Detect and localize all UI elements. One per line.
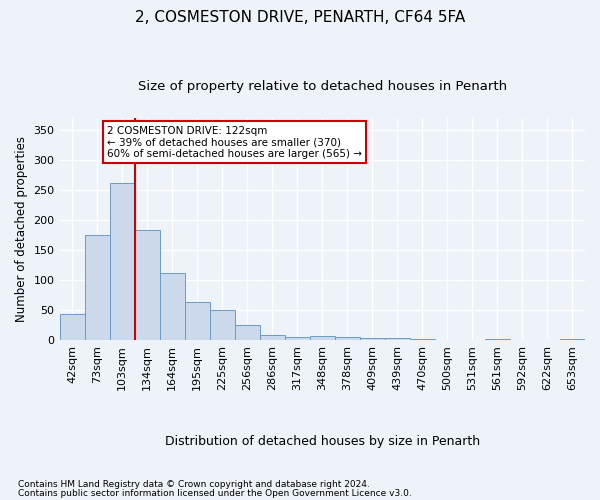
Bar: [385, 338, 410, 340]
Bar: [85, 235, 110, 340]
Bar: [260, 336, 285, 340]
Bar: [485, 339, 510, 340]
Bar: [209, 310, 235, 340]
Text: Contains HM Land Registry data © Crown copyright and database right 2024.: Contains HM Land Registry data © Crown c…: [18, 480, 370, 489]
Bar: [560, 339, 585, 340]
Text: 2, COSMESTON DRIVE, PENARTH, CF64 5FA: 2, COSMESTON DRIVE, PENARTH, CF64 5FA: [135, 10, 465, 25]
Bar: [410, 339, 435, 340]
X-axis label: Distribution of detached houses by size in Penarth: Distribution of detached houses by size …: [165, 434, 480, 448]
Bar: [360, 338, 385, 340]
Title: Size of property relative to detached houses in Penarth: Size of property relative to detached ho…: [138, 80, 507, 93]
Bar: [235, 325, 260, 340]
Text: Contains public sector information licensed under the Open Government Licence v3: Contains public sector information licen…: [18, 488, 412, 498]
Y-axis label: Number of detached properties: Number of detached properties: [15, 136, 28, 322]
Text: 2 COSMESTON DRIVE: 122sqm
← 39% of detached houses are smaller (370)
60% of semi: 2 COSMESTON DRIVE: 122sqm ← 39% of detac…: [107, 126, 362, 159]
Bar: [160, 273, 185, 340]
Bar: [285, 336, 310, 340]
Bar: [110, 182, 134, 340]
Bar: [59, 314, 85, 340]
Bar: [134, 230, 160, 340]
Bar: [335, 337, 360, 340]
Bar: [185, 302, 209, 340]
Bar: [310, 336, 335, 340]
